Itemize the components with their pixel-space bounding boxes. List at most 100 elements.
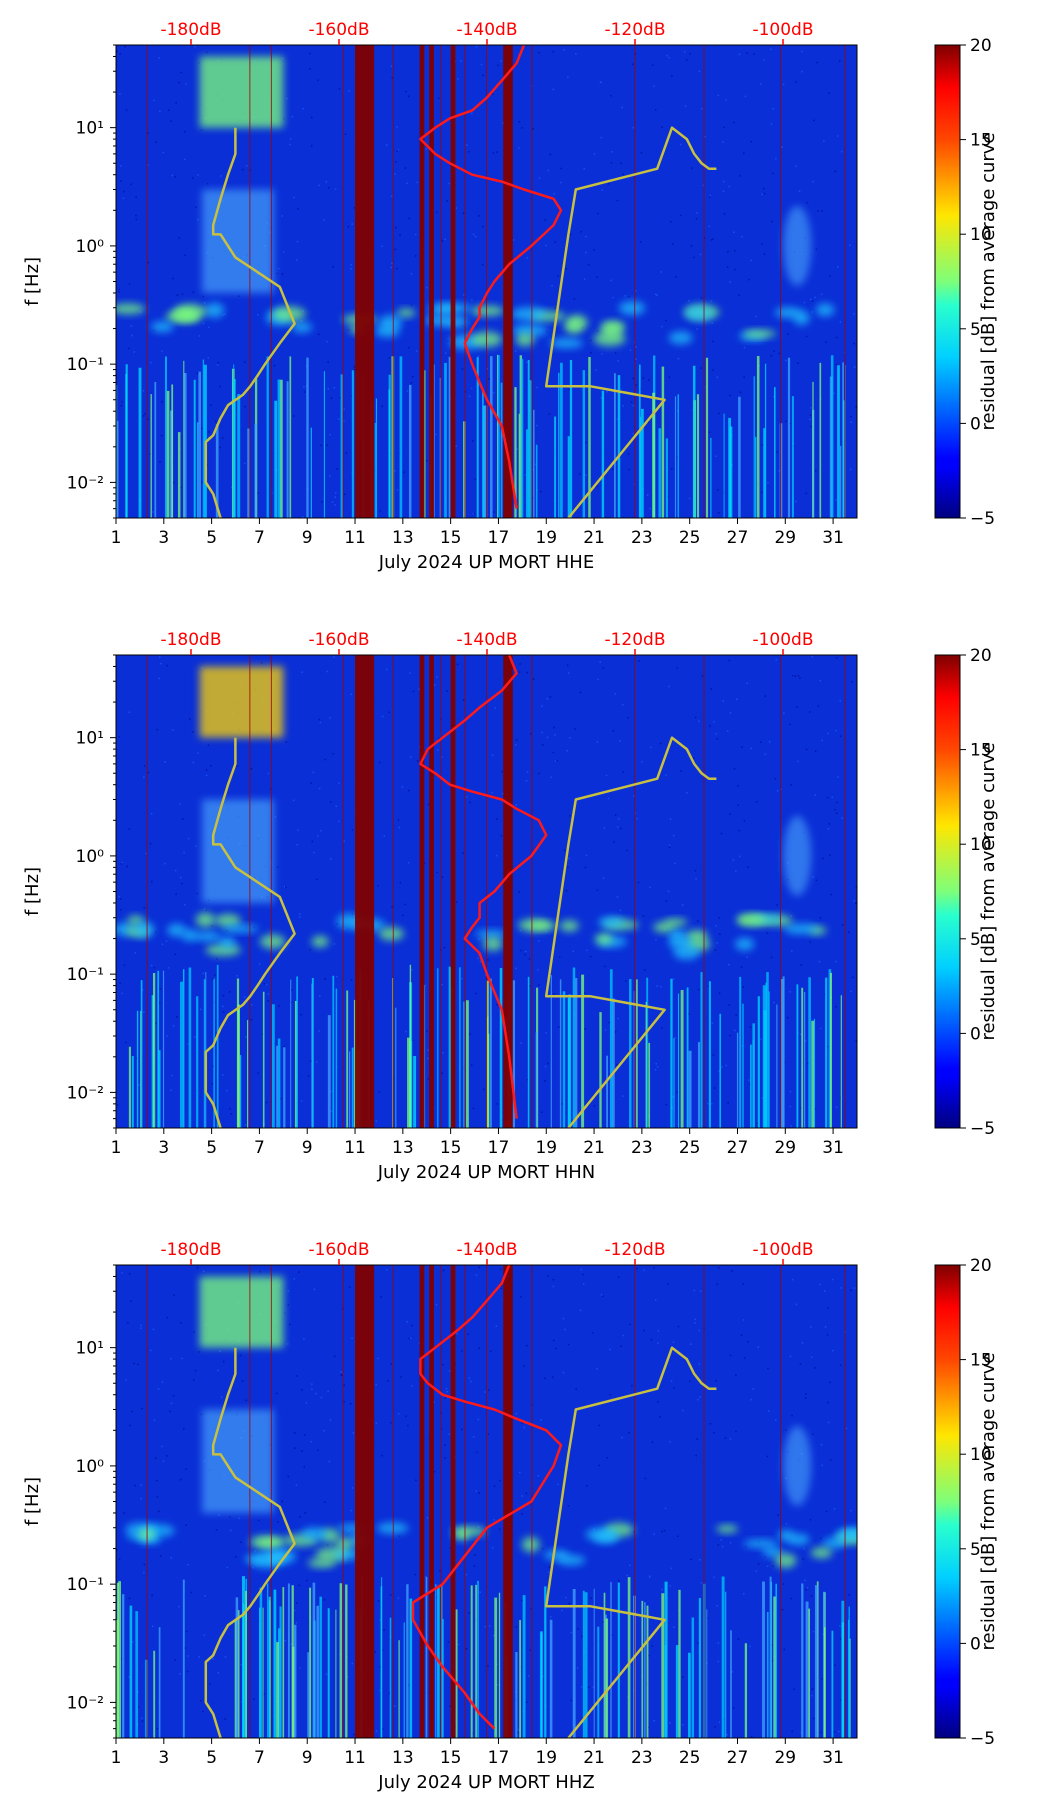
y-axis-label: f [Hz] [22,257,43,306]
colorbar-tick-label: 15 [970,741,992,761]
top-tick-label: -120dB [604,20,665,40]
x-tick-label: 9 [302,1138,313,1158]
colorbar-tick-label: −5 [970,1119,995,1139]
top-tick-label: -120dB [604,630,665,650]
x-tick-label: 27 [727,1748,749,1768]
colorbar [934,44,961,519]
x-tick-label: 25 [679,1748,701,1768]
outlier-bar [503,45,513,518]
x-tick-label: 5 [206,1748,217,1768]
series-line-2 [544,126,717,518]
hf-noise-band [199,666,284,738]
series-line-2 [544,736,717,1128]
series-line-1 [204,1347,296,1738]
x-tick-label: 29 [774,528,796,548]
colorbar-tick-label: 5 [970,1540,981,1560]
x-tick-label: 11 [344,1748,366,1768]
outlier-bar [429,1265,434,1738]
x-axis-label: July 2024 UP MORT HHZ [377,1772,594,1793]
x-tick-label: 27 [727,1138,749,1158]
top-tick-label: -100dB [752,630,813,650]
x-tick-label: 23 [631,1138,653,1158]
x-tick-label: 31 [822,1748,844,1768]
x-tick-label: 15 [440,1138,462,1158]
x-tick-label: 27 [727,528,749,548]
colorbar-tick-label: −5 [970,1729,995,1749]
x-tick-label: 25 [679,528,701,548]
outlier-bar [419,45,425,518]
x-tick-label: 1 [111,528,122,548]
series-line-1 [204,127,296,518]
series-line-0 [419,655,548,1119]
colorbar-tick-label: 20 [970,36,992,56]
colorbar-tick-label: 15 [970,131,992,151]
x-tick-label: 25 [679,1138,701,1158]
y-tick-label: 10⁰ [76,237,105,257]
colorbar-label: residual [dB] from average curve [978,742,999,1040]
x-tick-label: 7 [254,1748,265,1768]
x-tick-label: 7 [254,1138,265,1158]
panel-hhz: 1 3 5 7 9 11 13 15 17 19 21 23 25 27 29 3110⁻²10⁻¹10⁰10… [22,1240,999,1793]
x-tick-label: 23 [631,528,653,548]
broadband-band [202,799,274,903]
y-tick-label: 10⁻² [67,473,104,493]
colorbar-tick-label: −5 [970,509,995,529]
broadband-band [202,1409,274,1513]
colorbar-tick-label: 5 [970,320,981,340]
y-tick-label: 10⁻² [67,1693,104,1713]
x-tick-label: 29 [774,1748,796,1768]
series-line-0 [411,1265,563,1730]
y-axis-label: f [Hz] [22,867,43,916]
top-tick-label: -160dB [308,20,369,40]
hf-noise-band [199,56,284,128]
x-tick-label: 5 [206,528,217,548]
x-tick-label: 19 [535,1138,557,1158]
broadband-band [202,189,274,293]
x-tick-label: 13 [392,1138,414,1158]
top-tick-label: -180dB [160,1240,221,1260]
x-tick-label: 15 [440,528,462,548]
x-tick-label: 21 [583,528,605,548]
y-tick-label: 10⁻¹ [67,355,104,375]
top-tick-label: -100dB [752,20,813,40]
y-tick-label: 10⁰ [76,847,105,867]
x-tick-label: 13 [392,1748,414,1768]
colorbar-tick-label: 10 [970,1445,992,1465]
outlier-bar [450,45,456,518]
colorbar-label: residual [dB] from average curve [978,132,999,430]
top-tick-label: -160dB [308,630,369,650]
x-tick-label: 17 [488,1748,510,1768]
y-tick-label: 10⁰ [76,1457,105,1477]
x-tick-label: 9 [302,528,313,548]
x-tick-label: 17 [488,1138,510,1158]
x-tick-label: 29 [774,1138,796,1158]
colorbar [934,1264,961,1739]
series-line-1 [204,737,296,1128]
x-tick-label: 3 [158,528,169,548]
x-axis-label: July 2024 UP MORT HHE [378,552,594,573]
outlier-bar [429,655,434,1128]
outlier-bar [429,45,434,518]
y-axis-label: f [Hz] [22,1477,43,1526]
colorbar-tick-label: 0 [970,1634,981,1654]
top-tick-label: -100dB [752,1240,813,1260]
top-tick-label: -140dB [456,1240,517,1260]
top-tick-label: -180dB [160,630,221,650]
hf-noise-band [199,1276,284,1348]
top-tick-label: -140dB [456,20,517,40]
outlier-bar [419,1265,425,1738]
top-tick-label: -140dB [456,630,517,650]
colorbar-tick-label: 0 [970,1024,981,1044]
x-tick-label: 11 [344,528,366,548]
outlier-bar [355,1265,375,1738]
x-tick-label: 1 [111,1748,122,1768]
x-tick-label: 3 [158,1748,169,1768]
outlier-bar [419,655,425,1128]
x-tick-label: 17 [488,528,510,548]
x-tick-label: 31 [822,528,844,548]
x-tick-label: 15 [440,1748,462,1768]
series-line-2 [544,1346,717,1738]
x-tick-label: 7 [254,528,265,548]
plot-area [116,1265,857,1738]
